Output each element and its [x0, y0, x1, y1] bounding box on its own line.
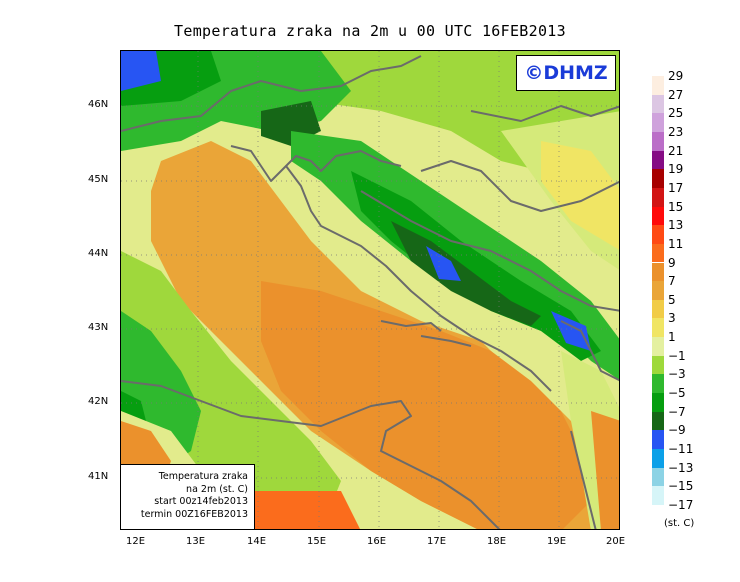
info-line-3: start 00z14feb2013: [154, 496, 248, 507]
legend-swatch: [652, 169, 664, 188]
temperature-field: [121, 51, 619, 529]
legend-swatch: [652, 94, 664, 114]
legend-swatch: [652, 318, 664, 338]
legend-swatch: [652, 449, 664, 468]
legend-swatch: [652, 467, 664, 487]
legend-level-label: −7: [668, 404, 686, 419]
legend-level-label: −11: [668, 442, 694, 456]
lon-label-12e: 12E: [126, 536, 146, 547]
legend-swatch: [652, 150, 664, 170]
legend-level-label: −15: [668, 479, 694, 494]
legend-level-label: 13: [668, 218, 684, 233]
lon-label-20e: 20E: [606, 536, 626, 547]
lat-label-42n: 42N: [88, 396, 109, 407]
legend-level-label: 21: [668, 143, 684, 158]
legend-level-label: −13: [668, 460, 694, 475]
legend-level-label: 27: [668, 87, 684, 102]
lon-label-17e: 17E: [427, 536, 447, 547]
legend-swatch: [652, 187, 664, 207]
legend-level-label: −3: [668, 367, 686, 382]
temperature-map: [120, 50, 620, 530]
legend-swatch: [652, 411, 664, 431]
map-title: Temperatura zraka na 2m u 00 UTC 16FEB20…: [174, 22, 566, 40]
legend-level-label: 9: [668, 255, 676, 270]
legend-swatch: [652, 486, 664, 505]
lon-label-19e: 19E: [547, 536, 567, 547]
info-line-4: termin 00Z16FEB2013: [140, 508, 248, 520]
legend-swatch: [652, 393, 664, 412]
legend-level-label: 25: [668, 106, 684, 121]
lat-label-46n: 46N: [88, 99, 109, 110]
legend-swatch: [652, 131, 664, 151]
lon-label-13e: 13E: [186, 536, 206, 547]
lat-label-43n: 43N: [88, 322, 109, 333]
legend-swatch: [652, 243, 664, 263]
legend-level-label: 7: [668, 274, 676, 289]
legend-level-label: −5: [668, 386, 686, 401]
legend-swatch: [652, 355, 664, 375]
legend-level-label: −9: [668, 423, 686, 438]
lon-label-14e: 14E: [247, 536, 267, 547]
info-box: Temperatura zraka na 2m (st. C) start 00…: [120, 464, 255, 530]
legend-swatch: [652, 113, 664, 132]
legend-swatch: [652, 430, 664, 449]
legend-level-label: 1: [668, 330, 676, 345]
legend-swatch: [652, 76, 664, 95]
legend-swatch: [652, 281, 664, 300]
dhmz-logo: ©DHMZ: [516, 55, 616, 91]
lon-label-15e: 15E: [307, 536, 327, 547]
legend-level-label: 17: [668, 180, 684, 195]
legend-level-label: 29: [668, 69, 684, 83]
legend-level-label: 11: [668, 236, 684, 251]
legend-swatch: [652, 504, 664, 524]
info-line-2: na 2m (st. C): [186, 483, 248, 495]
legend-swatch: [652, 374, 664, 394]
legend-swatch: [652, 299, 664, 319]
lat-label-44n: 44N: [88, 248, 109, 259]
legend-level-label: 23: [668, 124, 684, 139]
legend-level-label: 5: [668, 292, 676, 307]
info-line-1: Temperatura zraka: [158, 471, 248, 482]
legend-unit: (st. C): [664, 518, 695, 529]
lat-label-41n: 41N: [88, 471, 109, 482]
legend-level-label: 19: [668, 162, 684, 177]
legend-level-label: 3: [668, 311, 676, 326]
lat-label-45n: 45N: [88, 174, 109, 185]
legend-swatch: [652, 225, 664, 244]
legend-swatch: [652, 262, 664, 282]
legend-swatch: [652, 337, 664, 356]
legend-swatch: [652, 206, 664, 226]
lon-label-16e: 16E: [367, 536, 387, 547]
legend-level-label: −17: [668, 497, 694, 512]
legend-level-label: 15: [668, 199, 684, 214]
legend-level-label: −1: [668, 348, 686, 363]
lon-label-18e: 18E: [487, 536, 507, 547]
